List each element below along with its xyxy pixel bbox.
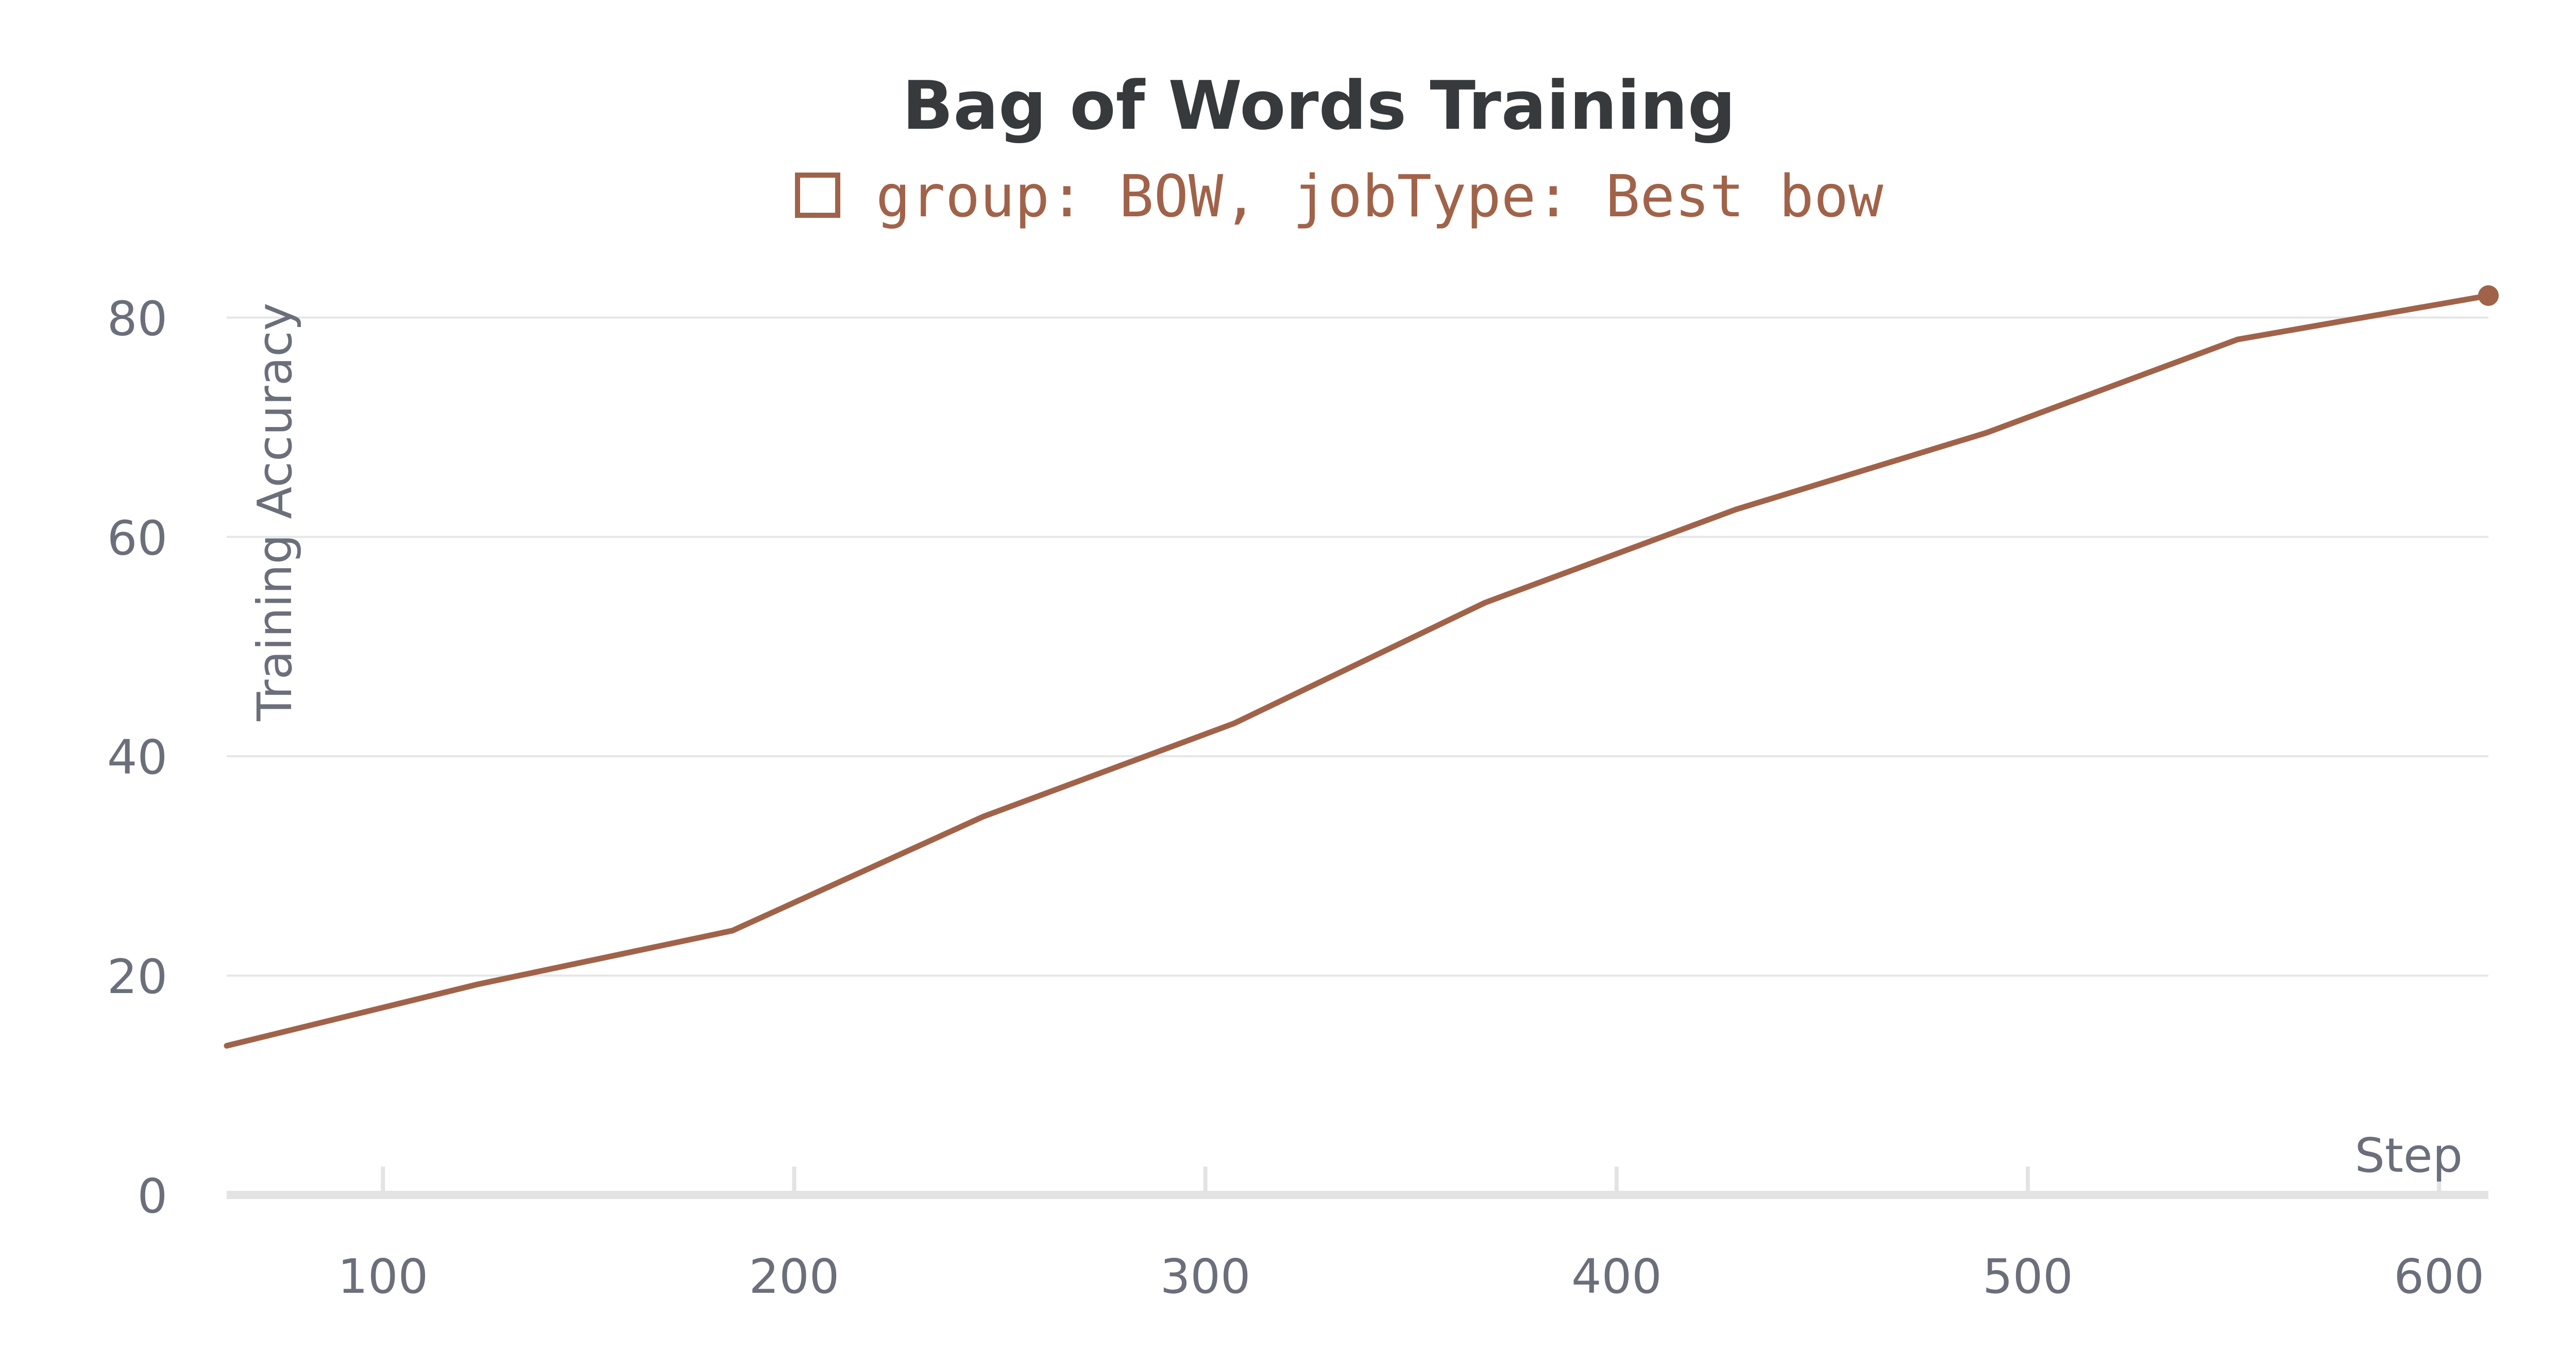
- legend-label: group: BOW, jobType: Best bow: [876, 163, 1884, 230]
- legend-swatch: [795, 173, 840, 218]
- x-axis-label: Step: [2355, 1128, 2463, 1183]
- y-tick-label: 20: [107, 949, 167, 1004]
- grid-lines: [227, 316, 2488, 977]
- y-tick-label: 80: [107, 291, 167, 346]
- x-tick-label: 300: [1160, 1249, 1251, 1304]
- legend[interactable]: group: BOW, jobType: Best bow: [795, 163, 1884, 230]
- y-tick-label: 40: [107, 730, 167, 785]
- series-line: [224, 293, 2492, 1049]
- x-tick-label: 100: [338, 1249, 429, 1304]
- x-tick-label: 200: [749, 1249, 840, 1304]
- x-tick-label: 400: [1571, 1249, 1662, 1304]
- series-layer: [224, 285, 2499, 1049]
- y-tick-label: 60: [107, 510, 167, 566]
- series-end-point: [2478, 285, 2499, 306]
- y-axis-ticks: 0 20 40 60 80: [107, 291, 167, 1224]
- x-axis-ticks: 100 200 300 400 500 600: [338, 1167, 2484, 1304]
- x-tick-label: 600: [2394, 1249, 2484, 1304]
- y-axis-label: Training Accuracy: [247, 303, 302, 722]
- y-tick-label: 0: [137, 1169, 167, 1224]
- x-tick-label: 500: [1982, 1249, 2073, 1304]
- chart-title: Bag of Words Training: [902, 66, 1736, 145]
